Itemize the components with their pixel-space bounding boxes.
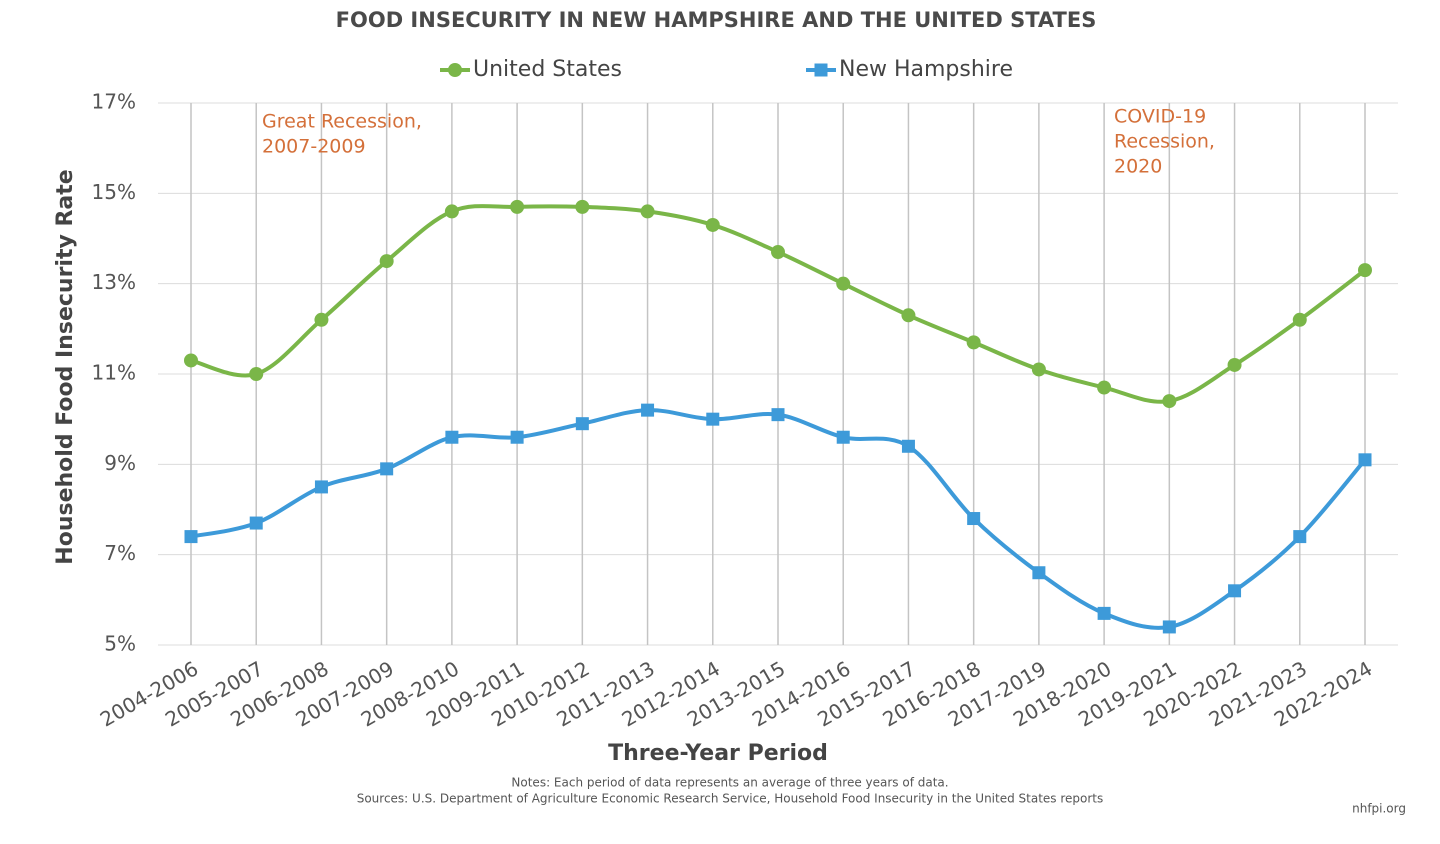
data-point [1162,620,1176,634]
data-point [1358,263,1372,278]
data-point [1097,606,1111,620]
y-tick-label: 15% [92,180,136,204]
notes: Notes: Each period of data represents an… [511,776,948,790]
y-tick-label: 13% [92,270,136,294]
data-point [510,199,525,214]
sources: Sources: U.S. Department of Agriculture … [357,792,1104,806]
annotation: Great Recession, [262,111,422,133]
annotation: Recession, [1114,131,1215,153]
legend-marker [814,63,828,77]
data-point [314,312,329,327]
data-point [836,430,850,444]
data-point [510,430,524,444]
data-point [1097,380,1112,395]
data-point [444,204,459,219]
data-point [184,530,198,544]
credit: nhfpi.org [1352,802,1406,816]
data-point [705,217,720,232]
chart-title: FOOD INSECURITY IN NEW HAMPSHIRE AND THE… [336,8,1097,32]
annotation: 2007-2009 [262,136,366,158]
data-point [1032,566,1046,580]
data-point [706,412,720,426]
y-tick-label: 7% [104,541,136,565]
data-point [575,199,590,214]
data-point [379,254,394,269]
legend-label: United States [473,57,622,82]
data-point [640,204,655,219]
data-point [314,480,328,494]
data-point [641,403,655,417]
legend-label: New Hampshire [839,57,1013,82]
data-point [966,335,981,350]
data-point [771,408,785,422]
data-point [1162,394,1177,409]
data-point [249,367,264,381]
data-point [575,417,589,431]
data-point [1227,357,1242,372]
data-point [836,276,851,291]
data-point [901,308,916,323]
x-axis-label: Three-Year Period [608,741,828,766]
data-point [771,245,785,260]
data-point [184,353,198,368]
data-point [1358,453,1372,467]
data-point [445,430,459,444]
y-tick-label: 9% [104,451,136,475]
data-point [1031,362,1046,377]
y-tick-label: 5% [104,632,136,656]
data-point [1292,312,1307,327]
y-tick-label: 11% [92,361,136,385]
y-axis-label: Household Food Insecurity Rate [53,169,78,564]
annotation: COVID-19 [1114,106,1206,128]
legend-marker [448,63,462,77]
data-point [1228,584,1242,598]
data-point [967,512,981,526]
annotation: 2020 [1114,156,1162,178]
y-tick-label: 17% [92,90,136,114]
data-point [1293,530,1307,544]
data-point [249,516,263,530]
data-point [901,439,915,453]
data-point [380,462,394,476]
